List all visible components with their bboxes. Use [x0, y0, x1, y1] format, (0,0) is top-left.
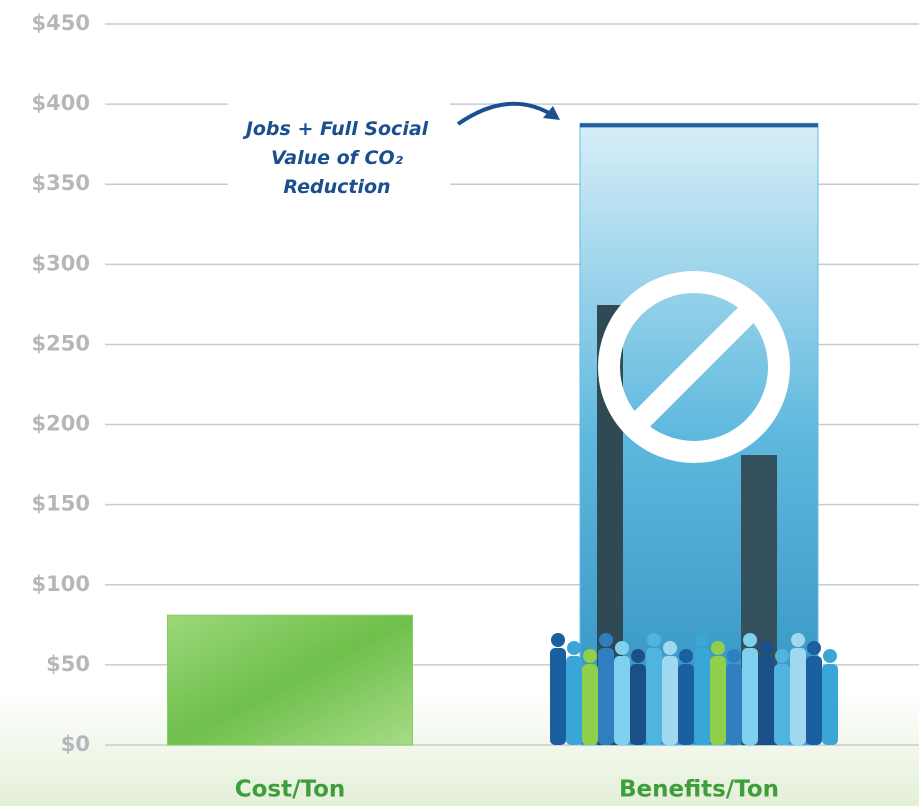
person-head	[727, 649, 741, 663]
person-head	[775, 649, 789, 663]
person-head	[711, 641, 725, 655]
y-tick-label: $250	[32, 331, 90, 355]
person-head	[599, 633, 613, 647]
person-head	[615, 641, 629, 655]
person-head	[695, 633, 709, 647]
person-body	[806, 656, 822, 745]
y-tick-label: $0	[61, 732, 90, 756]
person-body	[646, 648, 662, 745]
person-head	[759, 641, 773, 655]
person-head	[567, 641, 581, 655]
y-tick-label: $200	[32, 412, 90, 436]
person-body	[582, 664, 598, 745]
x-tick-label: Benefits/Ton	[619, 777, 779, 803]
y-tick-label: $300	[32, 251, 90, 275]
annotation: Jobs + Full Social Value of CO₂ Reduction	[242, 118, 429, 198]
y-tick-label: $100	[32, 572, 90, 596]
person-body	[758, 656, 774, 745]
arrow-head	[543, 106, 560, 120]
person-body	[742, 648, 758, 745]
person-body	[774, 664, 790, 745]
person-head	[743, 633, 757, 647]
person-body	[710, 656, 726, 745]
person-body	[614, 656, 630, 745]
person-body	[726, 664, 742, 745]
person-head	[807, 641, 821, 655]
person-body	[694, 648, 710, 745]
person-body	[598, 648, 614, 745]
person-head	[551, 633, 565, 647]
person-body	[790, 648, 806, 745]
person-body	[566, 656, 582, 745]
person-head	[791, 633, 805, 647]
prohibition-bar	[626, 299, 762, 435]
annotation-background	[228, 100, 450, 200]
y-tick-label: $150	[32, 492, 90, 516]
x-tick-label: Cost/Ton	[235, 777, 346, 803]
person-head	[679, 649, 693, 663]
person-body	[550, 648, 566, 745]
person-head	[647, 633, 661, 647]
annotation-line: Reduction	[283, 176, 390, 198]
decoration	[550, 271, 838, 745]
person-head	[823, 649, 837, 663]
annotation-line: Value of CO₂	[271, 147, 404, 169]
person-body	[662, 656, 678, 745]
person-body	[822, 664, 838, 745]
bar	[167, 614, 413, 746]
y-tick-label: $450	[32, 11, 90, 35]
y-tick-label: $350	[32, 171, 90, 195]
person-head	[663, 641, 677, 655]
annotation-arrow	[456, 101, 556, 126]
annotation-line: Jobs + Full Social	[242, 118, 429, 140]
person-head	[631, 649, 645, 663]
y-tick-label: $50	[46, 652, 90, 676]
prohibition-sign	[598, 271, 790, 463]
person-body	[678, 664, 694, 745]
person-head	[583, 649, 597, 663]
y-tick-label: $400	[32, 91, 90, 115]
person-body	[630, 664, 646, 745]
